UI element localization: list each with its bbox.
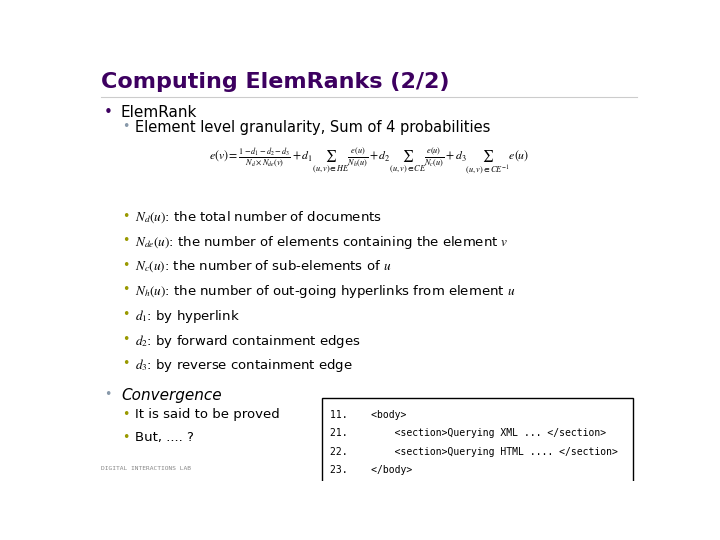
Text: •: • <box>122 357 130 370</box>
Text: $d_3$: by reverse containment edge: $d_3$: by reverse containment edge <box>135 357 353 374</box>
Text: 23.    </body>: 23. </body> <box>330 465 413 475</box>
Text: $e(v) = \frac{1-d_1-d_2-d_3}{N_d \times N_{de}(v)}+ d_1 \sum_{(u,v)\in HE} \frac: $e(v) = \frac{1-d_1-d_2-d_3}{N_d \times … <box>209 146 529 176</box>
Text: •: • <box>122 284 130 296</box>
Text: But, .... ?: But, .... ? <box>135 431 194 444</box>
Text: •: • <box>122 120 130 133</box>
Text: Convergence: Convergence <box>121 388 222 403</box>
Text: •: • <box>122 210 130 222</box>
Text: •: • <box>122 333 130 346</box>
Text: Element level granularity, Sum of 4 probabilities: Element level granularity, Sum of 4 prob… <box>135 120 490 135</box>
Text: Computing ElemRanks (2/2): Computing ElemRanks (2/2) <box>101 72 449 92</box>
Text: •: • <box>122 308 130 321</box>
Text: 22.        <section>Querying HTML .... </section>: 22. <section>Querying HTML .... </sectio… <box>330 447 618 457</box>
Text: •: • <box>122 408 130 421</box>
Text: ElemRank: ElemRank <box>121 105 197 120</box>
Text: •: • <box>122 259 130 272</box>
Text: 21.        <section>Querying XML ... </section>: 21. <section>Querying XML ... </section> <box>330 428 606 438</box>
Text: 11.    <body>: 11. <body> <box>330 410 407 420</box>
Text: •: • <box>122 234 130 247</box>
Text: $d_1$: by hyperlink: $d_1$: by hyperlink <box>135 308 240 325</box>
Text: •: • <box>104 388 112 401</box>
Text: It is said to be proved: It is said to be proved <box>135 408 279 421</box>
Text: $N_d(u)$: the total number of documents: $N_d(u)$: the total number of documents <box>135 210 382 225</box>
Text: •: • <box>122 431 130 444</box>
Text: $N_h(u)$: the number of out-going hyperlinks from element $u$: $N_h(u)$: the number of out-going hyperl… <box>135 284 516 300</box>
Text: DIGITAL INTERACTIONS LAB: DIGITAL INTERACTIONS LAB <box>101 467 191 471</box>
Text: $N_{de}(u)$: the number of elements containing the element $v$: $N_{de}(u)$: the number of elements cont… <box>135 234 508 251</box>
Text: $d_2$: by forward containment edges: $d_2$: by forward containment edges <box>135 333 361 350</box>
Text: $N_c(u)$: the number of sub-elements of $u$: $N_c(u)$: the number of sub-elements of … <box>135 259 391 274</box>
Text: •: • <box>104 105 113 120</box>
FancyBboxPatch shape <box>322 398 634 484</box>
